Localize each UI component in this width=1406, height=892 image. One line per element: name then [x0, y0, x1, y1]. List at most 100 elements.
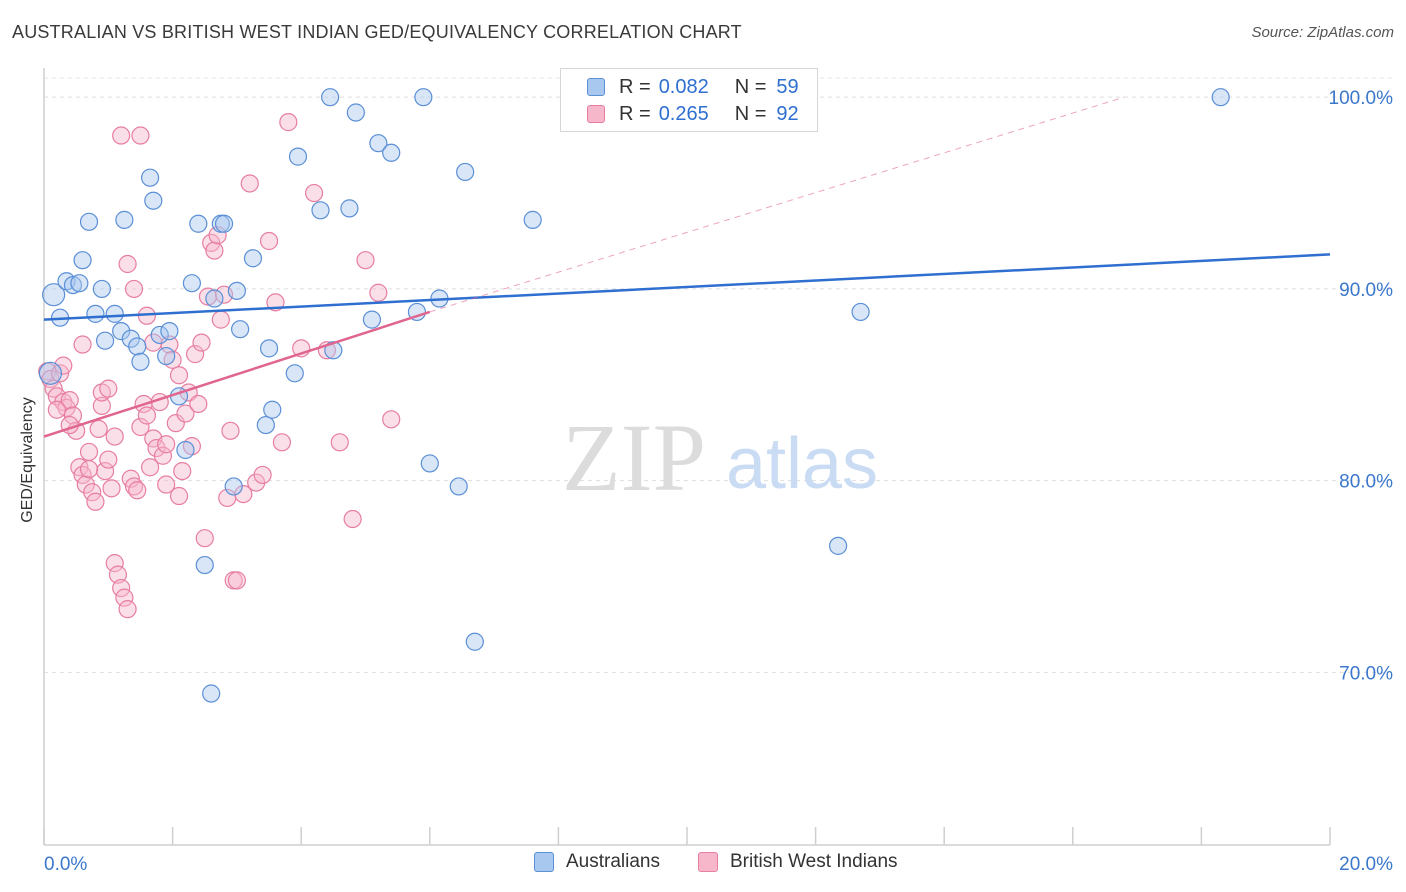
data-point-british-west-indians	[99, 379, 118, 398]
legend-swatch-pink	[587, 105, 605, 123]
legend-r-label: R =	[619, 102, 651, 125]
data-point-british-west-indians	[330, 433, 349, 452]
data-point-british-west-indians	[169, 486, 189, 506]
data-point-british-west-indians	[95, 461, 115, 481]
data-point-australians	[362, 310, 382, 329]
data-point-australians	[79, 212, 99, 231]
watermark: ZIP atlas	[562, 404, 878, 511]
watermark-atlas: atlas	[726, 424, 878, 504]
data-point-australians	[131, 352, 150, 371]
y-tick-label: 70.0%	[1339, 663, 1393, 684]
data-point-british-west-indians	[124, 279, 144, 299]
x-tick-label: 0.0%	[44, 854, 87, 875]
data-point-british-west-indians	[131, 417, 150, 437]
x-tick-label: 20.0%	[1339, 854, 1393, 875]
legend-swatch-blue	[587, 78, 605, 96]
data-point-british-west-indians	[128, 481, 147, 500]
data-point-australians	[112, 322, 131, 341]
chart-title: AUSTRALIAN VS BRITISH WEST INDIAN GED/EQ…	[12, 22, 742, 42]
data-point-australians	[105, 304, 124, 323]
data-point-british-west-indians	[99, 450, 118, 469]
data-point-australians	[182, 274, 201, 293]
legend-swatch-blue	[534, 852, 554, 872]
data-point-british-west-indians	[63, 406, 83, 425]
legend-r-value: 0.265	[658, 102, 709, 125]
data-point-british-west-indians	[259, 231, 279, 251]
data-point-british-west-indians	[234, 484, 253, 504]
data-point-british-west-indians	[102, 479, 121, 498]
data-point-british-west-indians	[173, 461, 192, 481]
legend-item-british-west-indians[interactable]: British West Indians	[698, 851, 898, 873]
data-point-british-west-indians	[227, 571, 246, 590]
data-point-british-west-indians	[279, 113, 298, 132]
series-british-west-indians	[38, 113, 401, 619]
data-point-australians	[1211, 88, 1230, 107]
data-point-british-west-indians	[86, 492, 105, 511]
data-point-australians	[63, 275, 83, 295]
data-point-british-west-indians	[47, 400, 66, 419]
data-point-british-west-indians	[369, 283, 388, 302]
data-point-australians	[205, 289, 224, 308]
data-point-british-west-indians	[208, 226, 227, 245]
data-point-australians	[38, 361, 63, 385]
data-point-british-west-indians	[83, 483, 102, 502]
tick-labels: 70.0% 80.0% 90.0% 100.0% 0.0% 20.0%	[44, 88, 1393, 875]
data-point-british-west-indians	[198, 287, 218, 306]
data-point-british-west-indians	[157, 435, 176, 454]
data-point-australians	[214, 214, 234, 233]
axes	[43, 68, 1331, 846]
data-point-australians	[227, 281, 246, 300]
data-point-british-west-indians	[211, 310, 230, 329]
data-point-british-west-indians	[221, 421, 240, 440]
data-point-british-west-indians	[112, 126, 131, 145]
data-point-british-west-indians	[140, 458, 160, 477]
data-point-british-west-indians	[153, 446, 173, 465]
trend-lines	[43, 96, 1331, 438]
grid-lines	[44, 77, 1394, 673]
data-point-british-west-indians	[186, 345, 205, 364]
data-point-australians	[70, 274, 89, 293]
data-point-british-west-indians	[54, 356, 73, 375]
legend-swatch-pink	[698, 852, 718, 872]
data-point-british-west-indians	[304, 183, 324, 203]
data-point-australians	[829, 536, 848, 555]
data-point-british-west-indians	[253, 465, 272, 485]
data-point-australians	[420, 454, 439, 473]
data-point-australians	[140, 168, 160, 187]
data-point-australians	[259, 339, 279, 358]
data-point-british-west-indians	[160, 335, 179, 354]
data-point-australians	[523, 210, 542, 229]
data-point-australians	[311, 201, 330, 220]
source-credit: Source: ZipAtlas.com	[1251, 24, 1394, 41]
data-point-australians	[285, 364, 304, 383]
data-point-australians	[456, 162, 475, 182]
watermark-zip: ZIP	[562, 404, 706, 511]
data-point-british-west-indians	[195, 529, 214, 548]
data-point-british-west-indians	[131, 126, 150, 145]
data-point-australians	[369, 134, 388, 153]
legend-item-australians[interactable]: Australians	[534, 851, 660, 873]
data-point-british-west-indians	[343, 509, 362, 529]
data-point-australians	[243, 249, 263, 268]
data-point-australians	[160, 322, 179, 341]
data-point-australians	[263, 400, 282, 419]
data-point-british-west-indians	[79, 442, 99, 462]
legend-label: British West Indians	[730, 851, 898, 872]
data-point-australians	[150, 325, 169, 345]
data-point-australians	[92, 279, 111, 299]
data-point-australians	[144, 191, 163, 210]
legend-n-value: 92	[776, 102, 799, 125]
data-point-australians	[73, 251, 92, 270]
data-point-british-west-indians	[112, 578, 131, 598]
data-point-british-west-indians	[118, 254, 137, 274]
data-point-australians	[321, 88, 340, 107]
data-point-australians	[256, 415, 275, 435]
data-point-australians	[465, 632, 484, 651]
data-point-british-west-indians	[115, 588, 134, 607]
data-point-australians	[382, 143, 401, 162]
legend-n-label: N =	[734, 75, 767, 98]
data-point-british-west-indians	[192, 333, 211, 352]
data-point-british-west-indians	[169, 366, 189, 385]
data-point-australians	[115, 210, 134, 229]
